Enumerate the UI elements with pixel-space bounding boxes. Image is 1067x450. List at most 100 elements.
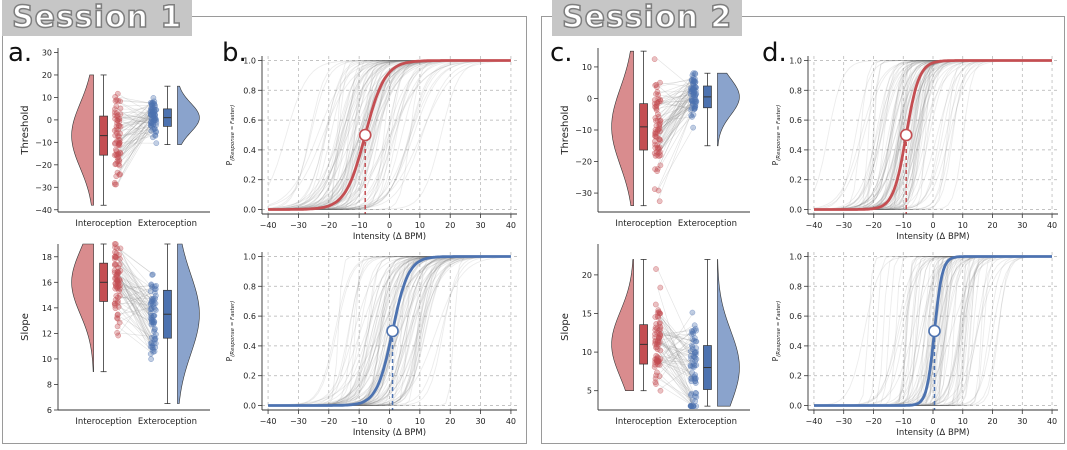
paired-line [117, 114, 154, 164]
paired-line [117, 109, 154, 155]
paired-line [657, 340, 694, 366]
paired-line [657, 364, 694, 396]
x-tick-label: 30 [1017, 221, 1027, 230]
paired-line [657, 108, 694, 172]
exteroception-point [152, 292, 159, 299]
x-tick-label: 40 [1047, 221, 1057, 230]
exteroception-point [692, 351, 699, 358]
y-tick-label: 1.0 [789, 252, 802, 261]
paired-line [657, 83, 694, 137]
paired-line [117, 104, 154, 107]
x-tick-label: −30 [835, 221, 852, 230]
y-tick-label: 0.2 [789, 176, 802, 185]
x-tick-label: 0 [387, 221, 392, 230]
paired-line [117, 100, 154, 104]
exteroception-point [693, 394, 700, 400]
y-tick-label: 1.0 [243, 56, 256, 65]
paired-line [657, 87, 694, 148]
paired-line [657, 313, 694, 357]
y-tick-label: 20 [42, 71, 52, 80]
paired-line [657, 100, 694, 109]
group-psychometric-curve [268, 59, 511, 211]
exteroception-point [148, 356, 154, 362]
interoception-point [112, 140, 118, 147]
interoception-point [656, 123, 663, 130]
interoception-point [652, 133, 659, 140]
y-tick-label: 0.4 [789, 146, 802, 155]
paired-line [657, 312, 694, 360]
paired-line [657, 100, 694, 156]
y-axis-label-subscript: (Response = Faster) [776, 105, 782, 161]
exteroception-point [149, 298, 156, 305]
paired-line [657, 98, 694, 154]
y-tick-label: 0.8 [789, 86, 802, 95]
threshold-marker [928, 324, 941, 338]
interoception-point [657, 387, 664, 394]
paired-line [657, 304, 694, 393]
y-axis-label: P(Response = Faster) [771, 301, 782, 362]
paired-line [117, 108, 154, 153]
paired-line [657, 345, 694, 361]
paired-line [657, 323, 694, 379]
x-tick-label: 40 [506, 221, 516, 230]
paired-line [117, 280, 154, 340]
interoception-point [114, 278, 121, 284]
session-2-title: Session 2 [552, 0, 743, 36]
x-tick-label: −40 [260, 417, 277, 426]
x-tick-label: 20 [987, 221, 997, 230]
x-tick-label: 30 [475, 221, 485, 230]
paired-line [657, 344, 694, 358]
paired-line [117, 308, 154, 349]
paired-line [117, 303, 154, 348]
interoception-point [113, 130, 120, 136]
x-tick-label: 10 [958, 417, 968, 426]
x-tick-label: 0 [387, 417, 392, 426]
paired-line [117, 256, 154, 304]
paired-line [657, 330, 694, 358]
paired-line [117, 288, 154, 344]
paired-line [117, 107, 154, 145]
paired-line [657, 95, 694, 130]
paired-line [657, 87, 694, 100]
exteroception-violin [177, 243, 200, 404]
paired-line [117, 283, 154, 299]
y-tick-label: 0 [587, 94, 592, 103]
paired-line [657, 100, 694, 103]
paired-line [117, 119, 154, 166]
paired-line [657, 383, 694, 407]
paired-line [117, 97, 154, 145]
x-tick-label: −30 [290, 221, 307, 230]
paired-line [657, 102, 694, 109]
interoception-point [117, 267, 124, 274]
paired-line [117, 286, 154, 318]
paired-line [117, 116, 154, 142]
paired-line [657, 93, 694, 170]
paired-line [117, 264, 154, 302]
paired-line [657, 328, 694, 367]
paired-line [117, 314, 154, 339]
y-tick-label: −10 [575, 126, 592, 135]
x-tick-label: −30 [290, 417, 307, 426]
group-psychometric-curve [814, 59, 1052, 211]
paired-line [657, 101, 694, 137]
paired-line [657, 81, 694, 101]
session-1-title: Session 1 [2, 0, 193, 36]
paired-line [657, 343, 694, 353]
exteroception-point [691, 78, 698, 85]
y-tick-label: −10 [35, 138, 52, 147]
exteroception-point [150, 134, 156, 141]
paired-line [657, 309, 694, 354]
paired-line [657, 96, 694, 133]
x-category-exteroception: Exteroception [138, 417, 197, 427]
paired-line [657, 105, 694, 153]
interoception-point [656, 150, 662, 156]
paired-line [117, 119, 154, 154]
paired-line [117, 286, 154, 288]
x-category-interoception: Interoception [615, 417, 672, 427]
paired-line [657, 103, 694, 134]
paired-line [657, 375, 694, 407]
interoception-point [656, 153, 662, 159]
paired-line [657, 85, 694, 116]
exteroception-point [690, 403, 697, 409]
paired-line [657, 94, 694, 100]
